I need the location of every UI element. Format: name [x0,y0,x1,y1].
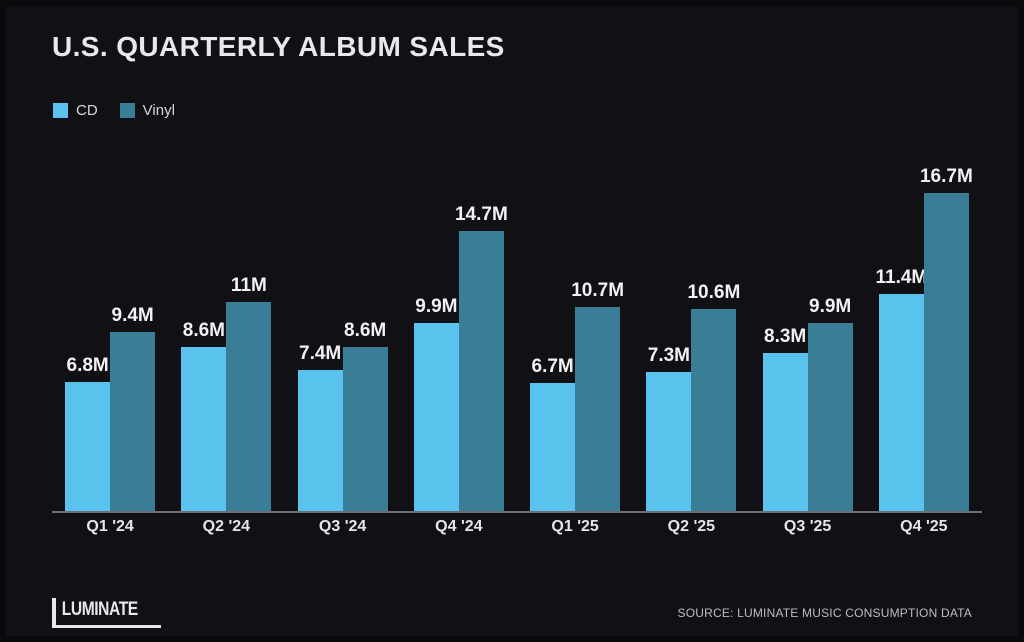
bar-pair: 6.8M 9.4M [52,136,168,511]
bar-value-cd: 8.3M [764,325,807,347]
bar-cd[interactable]: 6.7M [530,136,576,511]
bar-pair: 11.4M 16.7M [866,136,982,511]
bar-rect [807,322,853,511]
x-axis-label: Q1 '25 [551,518,599,535]
bar-value-cd: 7.3M [647,345,690,366]
bar-rect [530,383,576,511]
bar-pair: 6.7M 10.7M [517,136,633,511]
bar-pair: 7.3M 10.6M [633,136,749,511]
bar-rect [413,322,459,511]
bar-rect [878,293,924,511]
x-axis-label: Q3 '24 [318,518,367,535]
plot-area: 6.8M 9.4M 8.6M 11M 7.4M 8.6M 9.9M 14.7M 6.7M 10.7… [52,136,982,511]
bar-value-vinyl: 8.6M [344,320,387,342]
x-axis-label: Q2 '24 [202,518,251,535]
bar-rect [65,381,111,511]
bar-cd[interactable]: 8.3M [762,136,808,511]
bar-pair: 9.9M 14.7M [401,136,517,511]
bar-rect [575,307,621,511]
bar-rect [226,301,272,511]
legend-swatch-cd [53,103,68,118]
bar-group: 6.7M 10.7M [517,136,633,511]
x-axis-line [52,511,982,513]
bar-group: 7.4M 8.6M [285,136,401,511]
bar-value-vinyl: 10.6M [687,282,741,304]
chart-legend: CD Vinyl [53,102,175,119]
bar-group: 11.4M 16.7M [866,136,982,511]
bar-value-vinyl: 14.7M [454,204,508,226]
bar-group: 6.8M 9.4M [52,136,168,511]
bar-cd[interactable]: 7.3M [646,136,692,511]
legend-swatch-vinyl [119,103,135,118]
bar-group: 9.9M 14.7M [401,136,517,511]
bar-pair: 8.3M 9.9M [750,136,866,511]
bar-rect [762,352,808,511]
bar-value-cd: 6.8M [66,354,109,376]
bar-pair: 7.4M 8.6M [285,136,401,511]
bar-vinyl[interactable]: 8.6M [342,136,388,511]
bar-cd[interactable]: 7.4M [297,136,343,511]
bar-cd[interactable]: 6.8M [65,136,111,511]
bar-value-vinyl: 11M [230,274,267,296]
legend-item-cd: CD [53,102,98,119]
bar-value-cd: 8.6M [182,320,225,342]
x-axis-label: Q4 '25 [900,518,948,535]
bar-rect [923,193,969,511]
bar-cd[interactable]: 11.4M [875,136,927,511]
legend-item-vinyl: Vinyl [119,102,175,119]
x-axis-label: Q3 '25 [783,518,832,535]
bar-rect [691,309,737,511]
x-axis-label: Q2 '25 [667,518,716,535]
bar-value-cd: 6.7M [531,356,574,378]
luminate-logo: LUMINATE [52,598,161,628]
x-axis-label: Q1 '24 [86,518,134,535]
x-axis-labels: Q1 '24 Q2 '24 Q3 '24 Q4 '24 Q1 '25 Q2 '25 Q3 '… [52,518,982,548]
bar-value-cd: 11.4M [875,266,928,288]
bar-value-vinyl: 9.4M [111,305,154,327]
bar-value-cd: 7.4M [299,343,342,365]
bar-value-vinyl: 9.9M [809,295,852,317]
bar-rect [458,231,504,511]
bar-vinyl[interactable]: 11M [226,136,272,511]
bar-group: 8.6M 11M [168,136,284,511]
bar-vinyl[interactable]: 14.7M [455,136,508,511]
bar-cd[interactable]: 8.6M [181,136,227,511]
bar-pair: 8.6M 11M [168,136,284,511]
legend-label-vinyl: Vinyl [142,102,175,119]
bar-cd[interactable]: 9.9M [413,136,459,511]
bar-rect [342,347,388,511]
bar-rect [181,347,227,511]
bar-group: 8.3M 9.9M [750,136,866,511]
bar-value-cd: 9.9M [415,295,458,317]
bar-rect [646,372,692,511]
bar-value-vinyl: 10.7M [571,280,625,302]
bar-vinyl[interactable]: 16.7M [920,136,973,511]
x-axis-label: Q4 '24 [435,518,483,535]
bar-vinyl[interactable]: 10.7M [571,136,624,511]
bar-value-vinyl: 16.7M [919,166,973,187]
bar-vinyl[interactable]: 9.4M [110,136,156,511]
bar-vinyl[interactable]: 10.6M [687,136,740,511]
luminate-logo-text: LUMINATE [61,599,138,620]
page-title: U.S. QUARTERLY ALBUM SALES [52,31,505,62]
bar-vinyl[interactable]: 9.9M [807,136,853,511]
source-note: SOURCE: LUMINATE MUSIC CONSUMPTION DATA [677,606,972,620]
bar-rect [110,332,156,511]
legend-label-cd: CD [76,102,98,119]
bar-rect [297,370,343,511]
bar-group: 7.3M 10.6M [633,136,749,511]
